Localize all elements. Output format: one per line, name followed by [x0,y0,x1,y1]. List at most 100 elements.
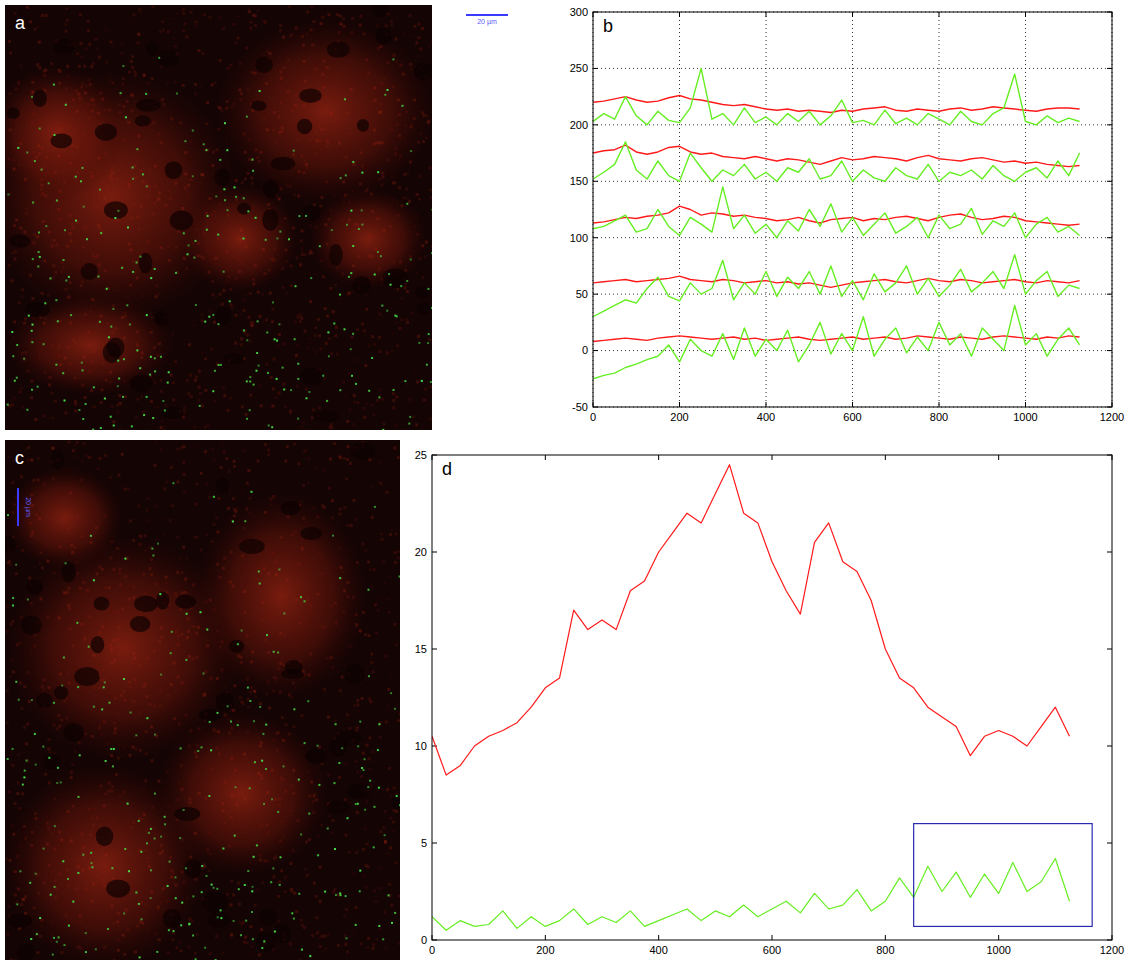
tissue-grain [390,208,393,211]
tissue-grain [7,333,10,336]
tissue-grain [297,195,300,198]
tissue-grain [80,284,83,287]
tissue-grain [134,74,137,77]
tissue-grain [131,55,134,58]
green-puncta [39,128,41,130]
tissue-grain [197,398,200,401]
tissue-grain [391,333,394,336]
cell-nucleus [300,368,324,385]
tissue-grain [338,297,341,300]
tissue-grain [266,860,269,863]
tissue-grain [9,52,12,55]
tissue-grain [235,314,238,317]
tissue-grain [240,11,243,14]
tissue-grain [199,549,202,552]
tissue-grain [323,377,326,380]
tissue-grain [207,248,210,251]
tissue-grain [100,230,103,233]
tissue-grain [290,34,293,37]
tissue-grain [207,424,210,427]
tissue-grain [152,234,155,237]
green-puncta [53,84,55,86]
tissue-grain [240,229,243,232]
tissue-grain [280,187,283,190]
tissue-grain [89,310,92,313]
tissue-grain [96,572,99,575]
tissue-grain [247,698,250,701]
tissue-grain [263,859,266,862]
tissue-grain [256,156,259,159]
tissue-grain [325,342,328,345]
tissue-grain [427,121,430,124]
tissue-grain [200,472,203,475]
green-puncta [31,389,33,391]
tissue-grain [128,70,131,73]
tissue-grain [64,357,67,360]
tissue-grain [77,93,80,96]
tissue-grain [394,551,397,554]
tissue-grain [371,210,374,213]
tissue-grain [180,889,183,892]
tissue-grain [392,399,395,402]
tissue-grain [346,420,349,423]
tissue-grain [123,337,126,340]
cell-nucleus [103,342,121,363]
tissue-grain [432,41,433,44]
tissue-grain [122,791,125,794]
tissue-grain [183,473,186,476]
green-puncta [122,396,124,398]
tissue-grain [371,404,374,407]
tissue-grain [244,245,247,248]
tissue-grain [255,578,258,581]
tissue-grain [82,581,85,584]
tissue-grain [431,245,432,248]
green-puncta [331,229,333,231]
tissue-grain [428,45,431,48]
tissue-grain [371,255,374,258]
green-puncta [150,277,152,279]
tissue-grain [135,153,138,156]
green-puncta [352,245,354,247]
tissue-grain [318,406,321,409]
tissue-grain [272,129,275,132]
tissue-grain [83,65,86,68]
tissue-grain [138,149,141,152]
tissue-grain [336,898,339,901]
tissue-grain [421,27,424,30]
tissue-grain [285,292,288,295]
tissue-grain [94,256,97,259]
tissue-grain [20,64,23,67]
tissue-grain [36,933,39,936]
green-puncta [255,217,257,219]
green-puncta [44,302,46,304]
tissue-grain [129,754,132,757]
green-puncta [75,176,77,178]
tissue-grain [312,800,315,803]
tissue-grain [130,60,133,63]
tissue-grain [312,44,315,47]
micrograph [5,440,400,960]
tissue-grain [154,405,157,408]
tissue-grain [167,951,170,954]
green-puncta [408,423,410,425]
green-puncta [431,307,432,309]
tissue-grain [286,184,289,187]
green-puncta [396,315,398,317]
tissue-grain [48,231,51,234]
green-puncta [195,304,197,306]
tissue-grain [96,48,99,51]
tissue-grain [8,790,11,793]
tissue-grain [42,414,45,417]
tissue-grain [109,414,112,417]
tissue-grain [183,257,186,260]
green-puncta [380,255,382,257]
tissue-grain [72,226,75,229]
tissue-grain [287,59,290,62]
cell-nucleus [297,119,312,135]
tissue-grain [16,792,19,795]
tissue-grain [185,690,188,693]
tissue-grain [127,57,130,60]
tissue-grain [209,255,212,258]
tissue-grain [215,386,218,389]
tissue-grain [176,365,179,368]
